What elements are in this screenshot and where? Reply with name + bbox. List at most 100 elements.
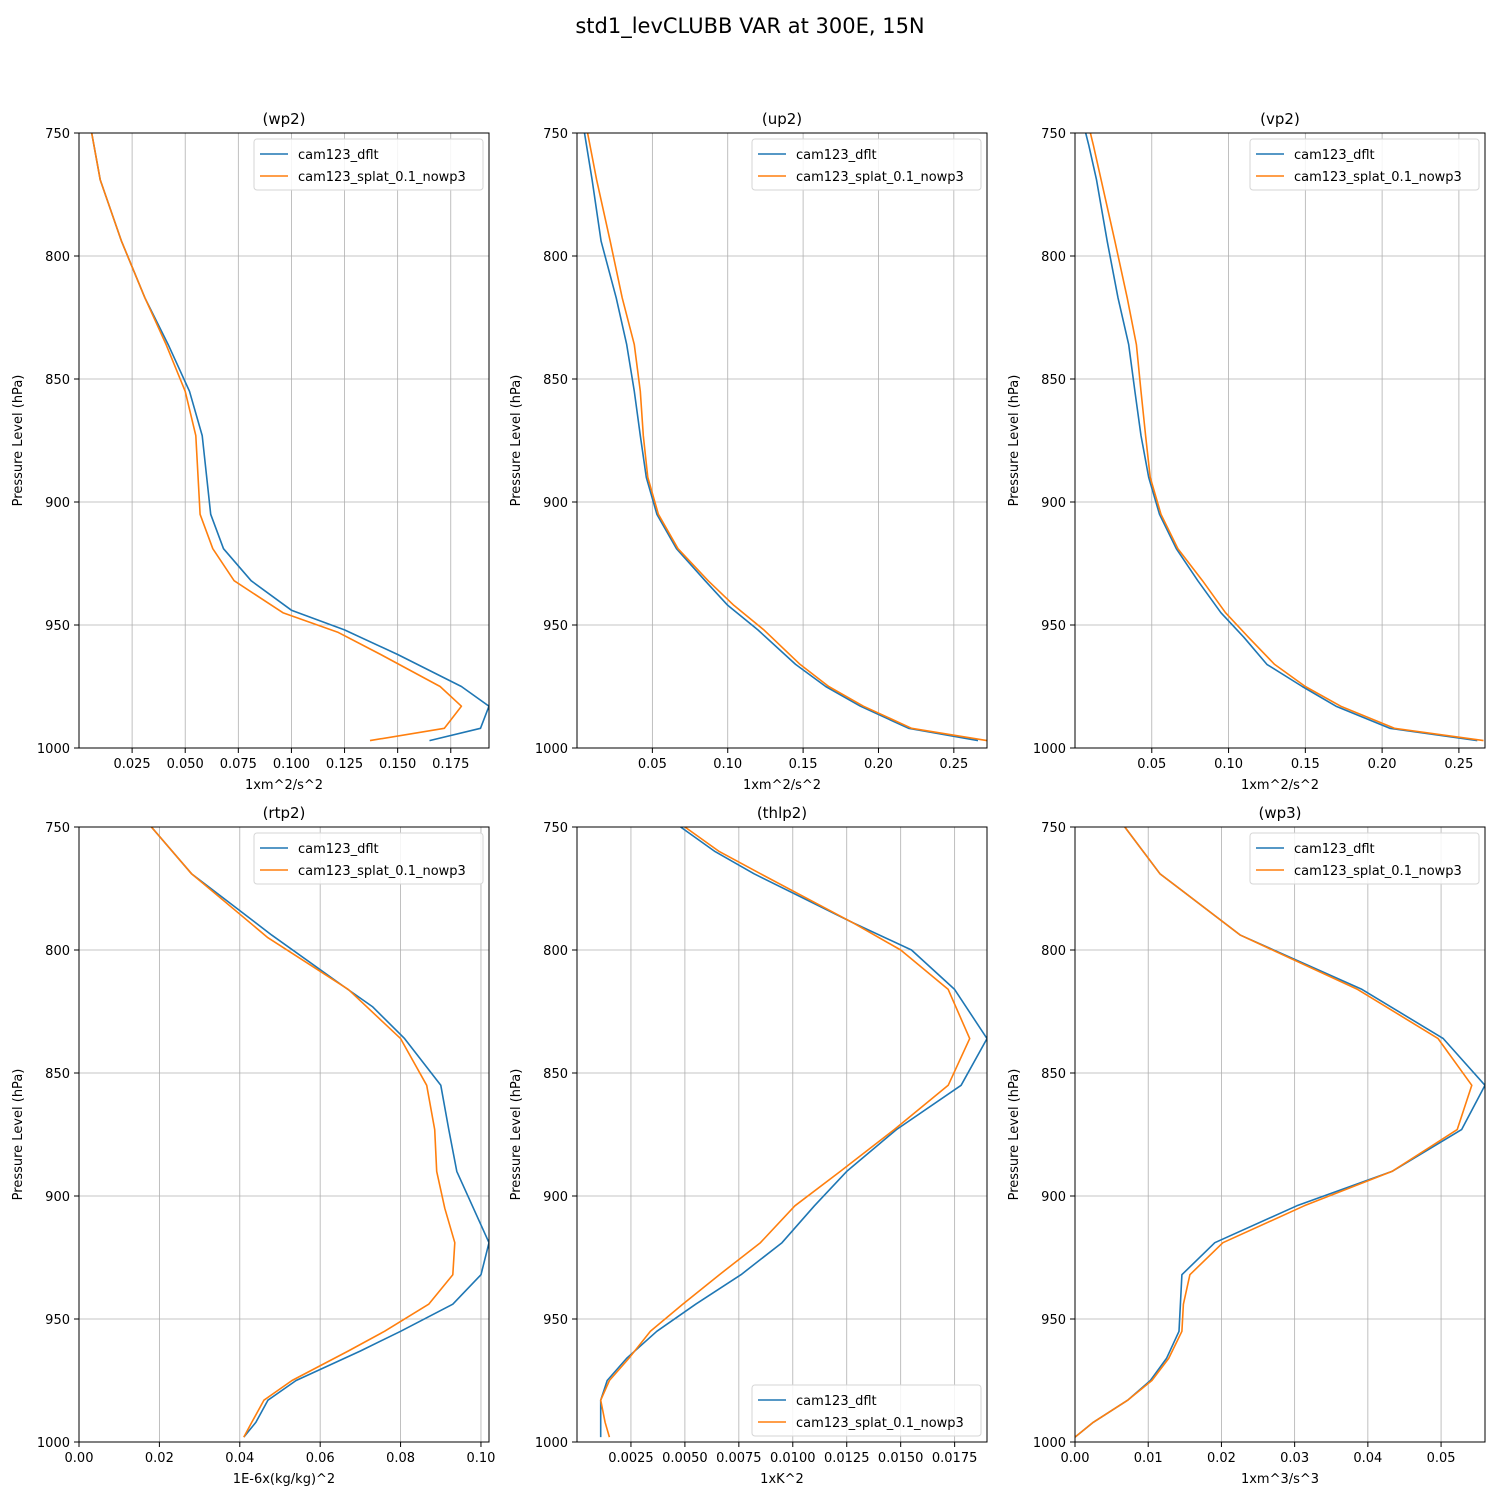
legend: cam123_dflt cam123_splat_0.1_nowp3: [1249, 138, 1480, 191]
y-tick-label: 950: [543, 619, 568, 634]
x-tick-label: 0.125: [326, 757, 363, 772]
x-tick-label: 0.25: [1444, 757, 1473, 772]
legend-entry: cam123_dflt: [298, 842, 379, 857]
y-axis-label: Pressure Level (hPa): [1007, 375, 1022, 507]
series-line-cam123_splat_0.1_nowp3: [150, 827, 456, 1438]
y-tick-label: 850: [543, 1067, 568, 1082]
x-tick-label: 0.0100: [770, 1451, 816, 1466]
legend-entry: cam123_dflt: [796, 148, 877, 163]
y-axis-label: Pressure Level (hPa): [11, 375, 26, 507]
x-tick-label: 0.075: [220, 757, 257, 772]
axes-frame: [78, 132, 490, 749]
subplot-title: (rtp2): [263, 804, 306, 822]
legend-entry: cam123_splat_0.1_nowp3: [298, 170, 466, 185]
subplot-rtp2: 0.00 0.02 0.04 0.06 0.08 0.10 750 800 850 900 950 1…: [11, 804, 495, 1487]
y-tick-label: 800: [45, 944, 70, 959]
series-line-cam123_dflt: [583, 133, 979, 742]
x-tick-label: 0.02: [1207, 1451, 1236, 1466]
x-tick-label: 0.175: [432, 757, 469, 772]
legend-entry: cam123_dflt: [1294, 148, 1375, 163]
x-tick-label: 0.100: [273, 757, 310, 772]
axes-frame: [78, 826, 490, 1443]
x-tick-label: 0.00: [65, 1451, 94, 1466]
x-tick-label: 0.08: [386, 1451, 415, 1466]
x-tick-label: 0.05: [638, 757, 667, 772]
y-tick-label: 850: [1041, 1067, 1066, 1082]
legend-entry: cam123_dflt: [1294, 842, 1375, 857]
x-tick-label: 0.10: [466, 1451, 495, 1466]
x-tick-label: 0.15: [1291, 757, 1320, 772]
x-axis-label: 1xm^2/s^2: [743, 778, 821, 793]
x-tick-label: 0.00: [1061, 1451, 1090, 1466]
y-axis-label: Pressure Level (hPa): [1007, 1069, 1022, 1201]
y-tick-label: 950: [45, 619, 70, 634]
x-tick-label: 0.06: [306, 1451, 335, 1466]
axes-frame: [576, 132, 988, 749]
x-axis-label: 1xK^2: [760, 1472, 804, 1487]
x-tick-label: 0.0050: [662, 1451, 708, 1466]
y-tick-label: 900: [543, 1190, 568, 1205]
subplot-title: (up2): [762, 110, 802, 128]
y-tick-label: 1000: [535, 1436, 568, 1451]
x-tick-label: 0.01: [1134, 1451, 1163, 1466]
y-tick-label: 750: [543, 127, 568, 142]
legend: cam123_dflt cam123_splat_0.1_nowp3: [751, 138, 982, 191]
legend-box: [253, 832, 484, 885]
axes-frame: [1074, 826, 1486, 1443]
y-tick-label: 800: [45, 250, 70, 265]
series-line-cam123_splat_0.1_nowp3: [1075, 827, 1473, 1438]
legend-entry: cam123_splat_0.1_nowp3: [796, 170, 964, 185]
subplot-vp2: 0.05 0.10 0.15 0.20 0.25 750 800 850 900 950 1000 (…: [1007, 110, 1486, 793]
legend-entry: cam123_splat_0.1_nowp3: [796, 1416, 964, 1431]
legend-box: [253, 138, 484, 191]
axes-frame: [1074, 132, 1486, 749]
subplot-wp2: 0.025 0.050 0.075 0.100 0.125 0.150 0.175 750 80…: [11, 110, 490, 793]
y-tick-label: 850: [45, 373, 70, 388]
y-tick-label: 750: [45, 821, 70, 836]
x-tick-label: 0.25: [939, 757, 968, 772]
y-tick-label: 750: [45, 127, 70, 142]
subplot-thlp2: 0.0025 0.0050 0.0075 0.0100 0.0125 0.0150 0.01…: [509, 804, 988, 1487]
legend-entry: cam123_splat_0.1_nowp3: [1294, 864, 1462, 879]
y-tick-label: 1000: [37, 1436, 70, 1451]
y-tick-label: 1000: [1033, 1436, 1066, 1451]
y-tick-label: 900: [45, 1190, 70, 1205]
legend-box: [751, 1384, 982, 1437]
x-tick-label: 0.03: [1280, 1451, 1309, 1466]
legend: cam123_dflt cam123_splat_0.1_nowp3: [253, 832, 484, 885]
subplot-up2: 0.05 0.10 0.15 0.20 0.25 750 800 850 900 950 1000 (…: [509, 110, 988, 793]
y-axis-label: Pressure Level (hPa): [11, 1069, 26, 1201]
y-tick-label: 1000: [37, 742, 70, 757]
legend: cam123_dflt cam123_splat_0.1_nowp3: [751, 1384, 982, 1437]
subplot-title: (thlp2): [757, 804, 807, 822]
y-tick-label: 800: [1041, 250, 1066, 265]
legend-box: [751, 138, 982, 191]
x-tick-label: 0.20: [1368, 757, 1397, 772]
y-tick-label: 750: [543, 821, 568, 836]
x-tick-label: 0.0025: [608, 1451, 654, 1466]
y-tick-label: 850: [1041, 373, 1066, 388]
figure-title: std1_levCLUBB VAR at 300E, 15N: [575, 14, 925, 38]
series-line-cam123_dflt: [1075, 827, 1485, 1438]
series-line-cam123_splat_0.1_nowp3: [90, 133, 463, 742]
legend-entry: cam123_splat_0.1_nowp3: [1294, 170, 1462, 185]
legend-entry: cam123_splat_0.1_nowp3: [298, 864, 466, 879]
x-axis-label: 1xm^2/s^2: [245, 778, 323, 793]
legend-entry: cam123_dflt: [298, 148, 379, 163]
y-tick-label: 750: [1041, 127, 1066, 142]
x-tick-label: 0.05: [1427, 1451, 1456, 1466]
y-tick-label: 800: [543, 944, 568, 959]
series-line-cam123_splat_0.1_nowp3: [599, 827, 971, 1438]
y-tick-label: 900: [1041, 1190, 1066, 1205]
y-axis-label: Pressure Level (hPa): [509, 1069, 524, 1201]
x-tick-label: 0.0075: [716, 1451, 762, 1466]
y-tick-label: 900: [543, 496, 568, 511]
subplot-title: (wp2): [262, 110, 305, 128]
series-line-cam123_splat_0.1_nowp3: [586, 133, 987, 742]
x-tick-label: 0.0175: [932, 1451, 978, 1466]
x-tick-label: 0.05: [1137, 757, 1166, 772]
x-tick-label: 0.10: [713, 757, 742, 772]
x-tick-label: 0.04: [1353, 1451, 1382, 1466]
y-tick-label: 800: [543, 250, 568, 265]
legend-box: [1249, 138, 1480, 191]
